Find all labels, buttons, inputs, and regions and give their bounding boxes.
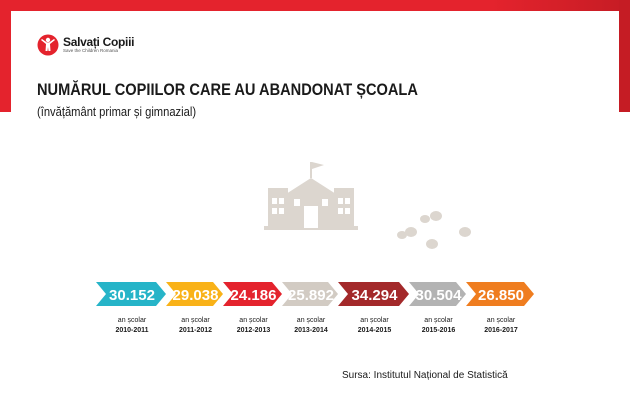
bar-segment-2010-2011 bbox=[96, 282, 166, 306]
year-label-2014-2015: 2014-2015 bbox=[358, 327, 392, 334]
red-frame-left bbox=[0, 0, 11, 112]
category-label-2013-2014: an școlar bbox=[297, 317, 326, 324]
page-subtitle: (învățământ primar și gimnazial) bbox=[37, 104, 197, 119]
bar-segment-2013-2014 bbox=[282, 282, 338, 306]
value-label-2013-2014: 25.892 bbox=[288, 287, 334, 304]
value-label-2015-2016: 30.504 bbox=[416, 287, 463, 304]
year-label-2013-2014: 2013-2014 bbox=[294, 327, 328, 334]
bar-segment-2011-2012 bbox=[166, 282, 223, 306]
category-label-2010-2011: an școlar bbox=[118, 317, 147, 324]
red-frame-right bbox=[619, 0, 630, 112]
category-label-2016-2017: an școlar bbox=[487, 317, 516, 324]
year-label-2016-2017: 2016-2017 bbox=[484, 327, 518, 334]
red-frame-top bbox=[0, 0, 630, 11]
category-label-2015-2016: an școlar bbox=[424, 317, 453, 324]
category-label-2012-2013: an școlar bbox=[239, 317, 268, 324]
bar-segment-2014-2015 bbox=[338, 282, 409, 306]
source-note: Sursa: Institutul Național de Statistică bbox=[342, 370, 508, 381]
footprints-icon bbox=[397, 211, 471, 249]
year-label-2012-2013: 2012-2013 bbox=[237, 327, 271, 334]
page-title: NUMĂRUL COPIILOR CARE AU ABANDONAT ȘCOAL… bbox=[37, 80, 418, 99]
category-label-2014-2015: an școlar bbox=[360, 317, 389, 324]
bar-segment-2015-2016 bbox=[409, 282, 466, 306]
bar-segment-2016-2017 bbox=[466, 282, 534, 306]
year-label-2011-2012: 2011-2012 bbox=[179, 327, 212, 334]
brand-tagline: Save the Children Romania bbox=[63, 48, 119, 54]
brand-name: Salvați Copiii bbox=[63, 35, 135, 50]
value-label-2012-2013: 24.186 bbox=[231, 287, 277, 304]
bar-segment-2012-2013 bbox=[223, 282, 282, 306]
category-label-2011-2012: an școlar bbox=[181, 317, 210, 324]
year-label-2015-2016: 2015-2016 bbox=[422, 327, 456, 334]
value-label-2010-2011: 30.152 bbox=[109, 287, 155, 304]
brand-logo: Salvați Copiii Save the Children Romania bbox=[37, 34, 134, 56]
year-label-2010-2011: 2010-2011 bbox=[115, 327, 148, 334]
value-label-2016-2017: 26.850 bbox=[478, 287, 524, 304]
value-label-2014-2015: 34.294 bbox=[352, 287, 399, 304]
value-label-2011-2012: 29.038 bbox=[173, 287, 219, 304]
school-illustration bbox=[264, 162, 471, 249]
save-the-children-logo-icon bbox=[37, 34, 59, 56]
